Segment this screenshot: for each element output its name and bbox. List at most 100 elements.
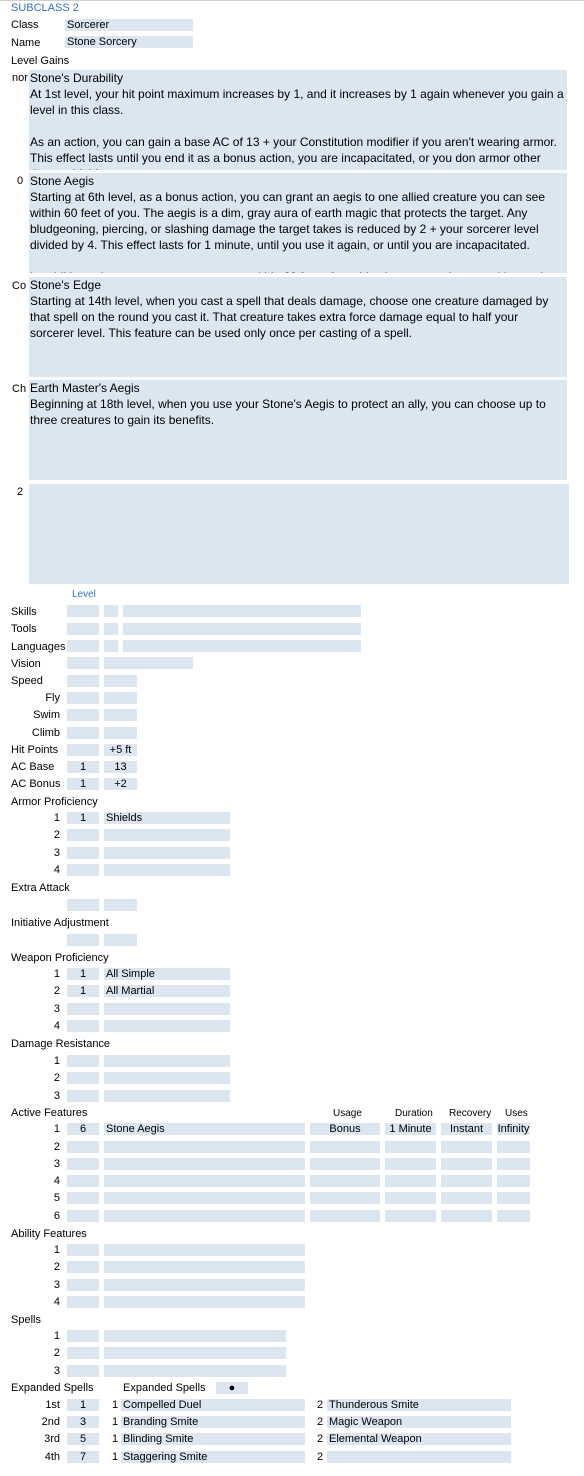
extra-attack-level-field[interactable] (67, 899, 99, 911)
feature-block[interactable] (29, 484, 569, 584)
ac-bonus-field[interactable]: +2 (104, 778, 137, 790)
armor-level-field[interactable] (67, 864, 99, 876)
damage-level-field[interactable] (67, 1055, 99, 1067)
weapon-field[interactable] (104, 1020, 230, 1032)
name-field[interactable]: Stone Sorcery (65, 36, 193, 48)
ac-bonus-level-field[interactable]: 1 (67, 778, 99, 790)
active-name-field[interactable] (104, 1210, 305, 1222)
active-uses-field[interactable] (497, 1192, 530, 1204)
speed-level-field[interactable] (67, 675, 99, 687)
active-usage-field[interactable]: Bonus (310, 1123, 380, 1135)
spell-level-field[interactable] (67, 1347, 99, 1359)
ability-field[interactable] (104, 1296, 305, 1308)
armor-level-field[interactable] (67, 847, 99, 859)
active-recovery-field[interactable] (441, 1192, 492, 1204)
languages-count-field[interactable] (104, 640, 118, 652)
active-name-field[interactable]: Stone Aegis (104, 1123, 305, 1135)
active-duration-field[interactable]: 1 Minute (385, 1123, 436, 1135)
active-uses-field[interactable] (497, 1175, 530, 1187)
active-duration-field[interactable] (385, 1141, 436, 1153)
weapon-field[interactable] (104, 1003, 230, 1015)
ability-field[interactable] (104, 1261, 305, 1273)
ac-base-field[interactable]: 13 (104, 761, 137, 773)
expanded-spell-field[interactable]: Elemental Weapon (327, 1433, 511, 1445)
initiative-field[interactable] (104, 934, 137, 946)
active-level-field[interactable] (67, 1175, 99, 1187)
active-duration-field[interactable] (385, 1210, 436, 1222)
climb-level-field[interactable] (67, 727, 99, 739)
active-name-field[interactable] (104, 1141, 305, 1153)
weapon-level-field[interactable] (67, 1003, 99, 1015)
armor-level-field[interactable]: 1 (67, 812, 99, 824)
expanded-spell-field[interactable]: Thunderous Smite (327, 1399, 511, 1411)
active-level-field[interactable] (67, 1158, 99, 1170)
vision-level-field[interactable] (67, 657, 99, 669)
expanded-level-field[interactable]: 5 (67, 1433, 99, 1445)
ability-field[interactable] (104, 1244, 305, 1256)
expanded-level-field[interactable]: 3 (67, 1416, 99, 1428)
expanded-spell-field[interactable] (327, 1451, 511, 1463)
active-level-field[interactable] (67, 1210, 99, 1222)
weapon-field[interactable]: All Martial (104, 985, 230, 997)
damage-level-field[interactable] (67, 1072, 99, 1084)
active-usage-field[interactable] (310, 1210, 380, 1222)
active-level-field[interactable] (67, 1192, 99, 1204)
expanded-level-field[interactable]: 7 (67, 1451, 99, 1463)
active-duration-field[interactable] (385, 1175, 436, 1187)
tools-field[interactable] (123, 623, 361, 635)
hit-points-level-field[interactable] (67, 744, 99, 756)
active-level-field[interactable]: 6 (67, 1123, 99, 1135)
damage-field[interactable] (104, 1055, 230, 1067)
feature-block[interactable]: Earth Master's Aegis Beginning at 18th l… (29, 380, 567, 480)
active-usage-field[interactable] (310, 1192, 380, 1204)
active-usage-field[interactable] (310, 1158, 380, 1170)
expanded-spell-field[interactable]: Compelled Duel (121, 1399, 305, 1411)
expanded-spell-field[interactable]: Blinding Smite (121, 1433, 305, 1445)
speed-field[interactable] (104, 675, 137, 687)
spell-level-field[interactable] (67, 1365, 99, 1377)
vision-field[interactable] (104, 657, 193, 669)
spell-field[interactable] (104, 1365, 286, 1377)
armor-level-field[interactable] (67, 829, 99, 841)
active-recovery-field[interactable] (441, 1141, 492, 1153)
active-level-field[interactable] (67, 1141, 99, 1153)
ac-base-level-field[interactable]: 1 (67, 761, 99, 773)
expanded-spell-field[interactable]: Staggering Smite (121, 1451, 305, 1463)
expanded-level-field[interactable]: 1 (67, 1399, 99, 1411)
languages-field[interactable] (123, 640, 361, 652)
spell-field[interactable] (104, 1347, 286, 1359)
active-uses-field[interactable] (497, 1141, 530, 1153)
class-field[interactable]: Sorcerer (65, 19, 193, 31)
active-uses-field[interactable] (497, 1158, 530, 1170)
swim-field[interactable] (104, 709, 137, 721)
expanded-spells-checkbox[interactable]: ● (216, 1382, 248, 1394)
active-recovery-field[interactable] (441, 1175, 492, 1187)
active-recovery-field[interactable] (441, 1158, 492, 1170)
active-uses-field[interactable] (497, 1210, 530, 1222)
tools-count-field[interactable] (104, 623, 118, 635)
weapon-level-field[interactable]: 1 (67, 985, 99, 997)
weapon-level-field[interactable]: 1 (67, 968, 99, 980)
weapon-field[interactable]: All Simple (104, 968, 230, 980)
damage-level-field[interactable] (67, 1090, 99, 1102)
armor-field[interactable]: Shields (104, 812, 230, 824)
active-recovery-field[interactable] (441, 1210, 492, 1222)
active-name-field[interactable] (104, 1175, 305, 1187)
ability-level-field[interactable] (67, 1279, 99, 1291)
ability-level-field[interactable] (67, 1261, 99, 1273)
armor-field[interactable] (104, 847, 230, 859)
languages-level-field[interactable] (67, 640, 99, 652)
spell-field[interactable] (104, 1330, 286, 1342)
armor-field[interactable] (104, 864, 230, 876)
tools-level-field[interactable] (67, 623, 99, 635)
damage-field[interactable] (104, 1072, 230, 1084)
active-duration-field[interactable] (385, 1158, 436, 1170)
skills-count-field[interactable] (104, 605, 118, 617)
climb-field[interactable] (104, 727, 137, 739)
active-name-field[interactable] (104, 1158, 305, 1170)
feature-block[interactable]: Stone's Edge Starting at 14th level, whe… (29, 277, 567, 377)
fly-field[interactable] (104, 692, 137, 704)
spell-level-field[interactable] (67, 1330, 99, 1342)
active-usage-field[interactable] (310, 1175, 380, 1187)
active-uses-field[interactable]: Infinity (497, 1123, 530, 1135)
